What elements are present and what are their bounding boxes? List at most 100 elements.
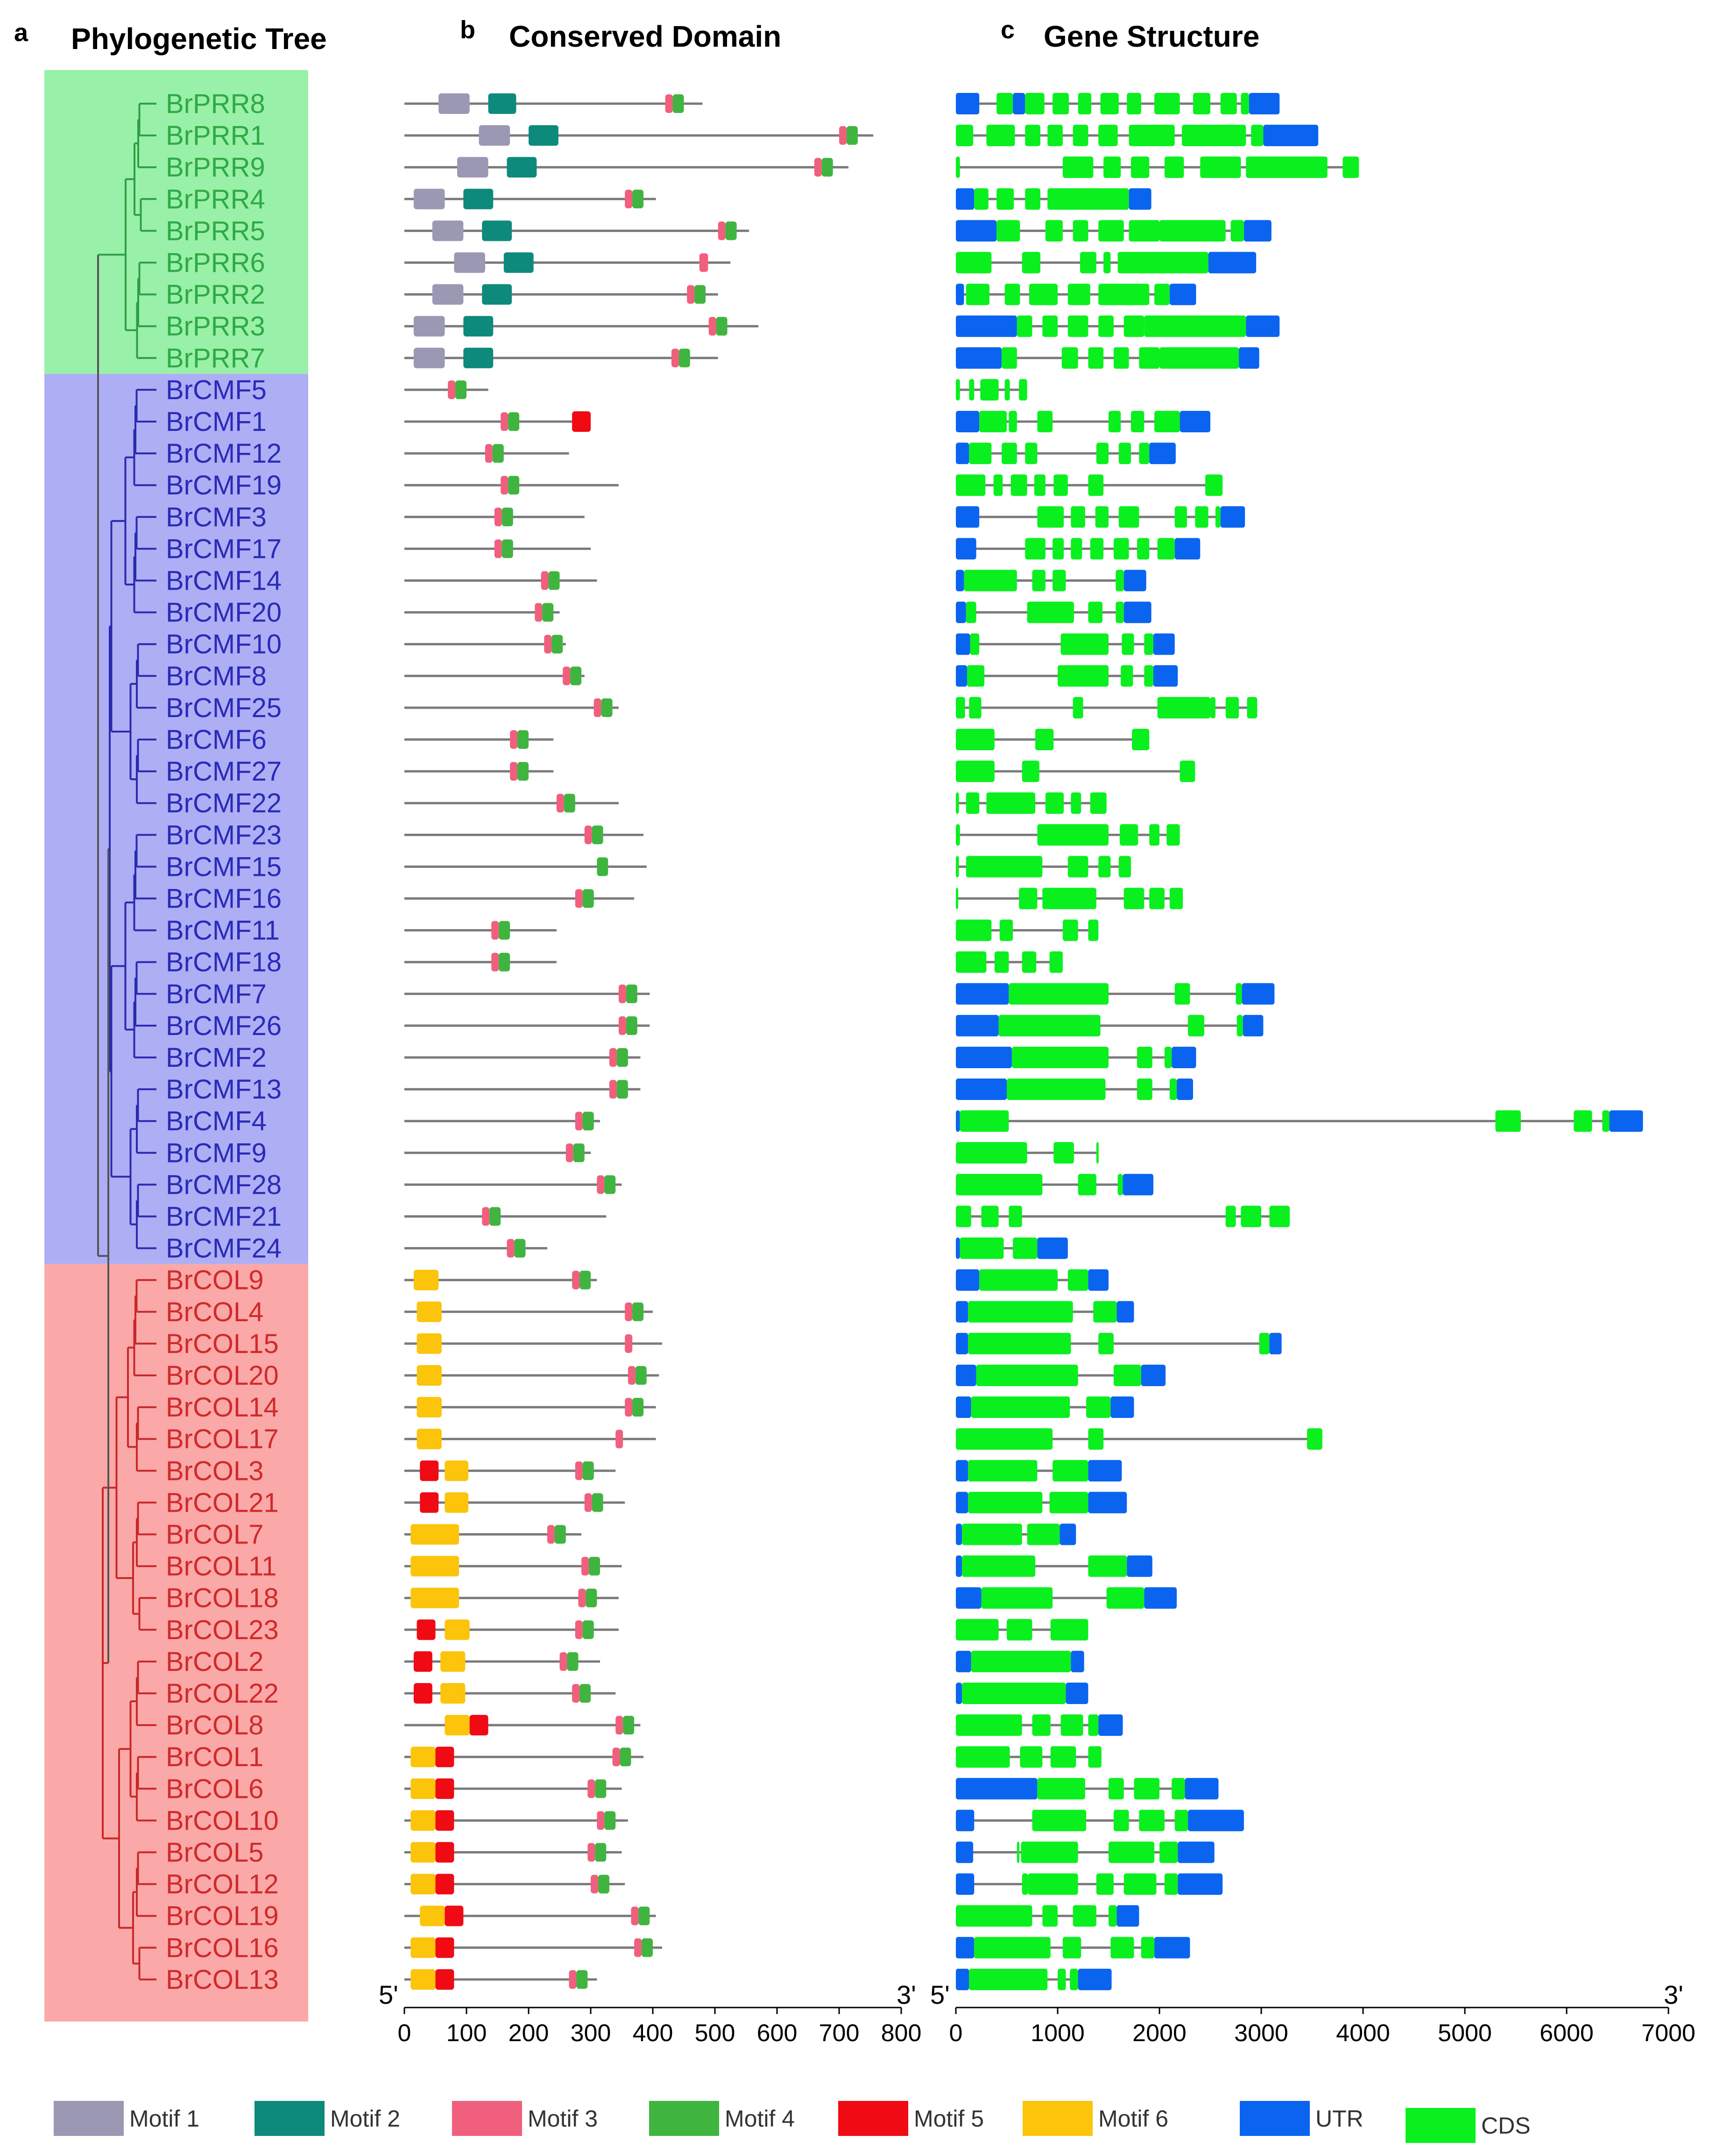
motif-m6 bbox=[410, 1842, 436, 1863]
motif-m4 bbox=[548, 571, 560, 590]
gene-label: BrCMF4 bbox=[166, 1106, 267, 1136]
utr-block bbox=[1178, 1841, 1215, 1863]
motif-m4 bbox=[582, 1620, 594, 1639]
cds-block bbox=[994, 951, 1009, 973]
cds-block bbox=[1174, 506, 1187, 528]
gene-label: BrCOL5 bbox=[166, 1838, 264, 1868]
motif-m3 bbox=[618, 1016, 626, 1035]
cds-block bbox=[1225, 1205, 1236, 1227]
cds-block bbox=[1028, 1873, 1078, 1895]
gene-label: BrCOL16 bbox=[166, 1933, 279, 1963]
cds-block bbox=[1164, 1873, 1178, 1895]
motif-m2 bbox=[503, 252, 534, 273]
cds-block bbox=[969, 443, 992, 465]
motif-m6 bbox=[417, 1397, 442, 1418]
motif-m3 bbox=[575, 1112, 583, 1131]
utr-block bbox=[956, 1555, 962, 1577]
motif-m6 bbox=[410, 1969, 436, 1990]
cds-block bbox=[1037, 411, 1053, 432]
cds-block bbox=[1157, 538, 1175, 560]
motif-m2 bbox=[463, 347, 494, 368]
motif-m1 bbox=[413, 316, 445, 337]
motif-m3 bbox=[581, 1557, 589, 1576]
utr-block bbox=[956, 1015, 999, 1036]
motif-m3 bbox=[547, 1525, 555, 1544]
utr-block bbox=[956, 283, 964, 305]
motif-m4 bbox=[598, 1874, 609, 1894]
motif-m6 bbox=[445, 1460, 468, 1481]
cds-block bbox=[956, 1142, 1027, 1164]
motif-m4 bbox=[508, 476, 520, 495]
cds-block bbox=[1103, 252, 1111, 274]
cds-block bbox=[1157, 697, 1210, 719]
cds-block bbox=[1098, 283, 1150, 305]
utr-block bbox=[956, 1365, 976, 1386]
cds-block bbox=[1078, 93, 1091, 114]
motif-m4 bbox=[604, 1175, 616, 1194]
motif-m3 bbox=[565, 1143, 573, 1163]
motif-m6 bbox=[410, 1556, 459, 1577]
cds-block bbox=[1019, 888, 1038, 909]
utr-block bbox=[1149, 443, 1176, 465]
gene-label: BrCOL2 bbox=[166, 1647, 264, 1677]
motif-m6 bbox=[410, 1778, 436, 1799]
cds-block bbox=[956, 474, 986, 496]
clade-bg-prr bbox=[44, 70, 308, 374]
cds-block bbox=[1049, 951, 1063, 973]
motif-m6 bbox=[445, 1715, 470, 1736]
motif-m6 bbox=[410, 1587, 459, 1608]
motif-m3 bbox=[584, 1493, 592, 1512]
gene-label: BrCMF24 bbox=[166, 1233, 282, 1264]
utr-block bbox=[1116, 1301, 1134, 1323]
motif-m3 bbox=[615, 1716, 623, 1735]
utr-block bbox=[956, 1332, 968, 1354]
cds-block bbox=[1070, 1968, 1078, 1990]
cds-block bbox=[1149, 888, 1165, 909]
domain-tick-label: 600 bbox=[757, 2020, 798, 2047]
utr-block bbox=[956, 601, 966, 623]
cds-block bbox=[979, 411, 1007, 432]
cds-block bbox=[1602, 1110, 1610, 1132]
cds-block bbox=[1137, 1078, 1152, 1100]
utr-block bbox=[956, 1968, 969, 1990]
cds-block bbox=[1116, 601, 1124, 623]
cds-block bbox=[1090, 792, 1107, 814]
utr-block bbox=[956, 633, 970, 655]
gene-label: BrCMF18 bbox=[166, 947, 282, 978]
cds-block bbox=[1009, 411, 1017, 432]
motif-m4 bbox=[502, 507, 513, 527]
cds-block bbox=[1042, 1905, 1058, 1927]
motif-m4 bbox=[638, 1906, 650, 1925]
panel-b-title: Conserved Domain bbox=[509, 20, 781, 53]
motif-m2 bbox=[463, 316, 494, 337]
panel-a-title: Phylogenetic Tree bbox=[71, 22, 327, 56]
cds-block bbox=[956, 1746, 1010, 1768]
gene-label: BrCMF7 bbox=[166, 979, 267, 1009]
cds-block bbox=[956, 125, 974, 147]
cds-block bbox=[956, 156, 960, 178]
motif-m5 bbox=[435, 1842, 454, 1863]
motif-m3 bbox=[541, 571, 549, 590]
cds-block bbox=[1022, 252, 1040, 274]
gene-label: BrCMF26 bbox=[166, 1011, 282, 1041]
legend-label: CDS bbox=[1481, 2113, 1531, 2139]
motif-m4 bbox=[455, 380, 466, 399]
motif-m3 bbox=[491, 921, 499, 940]
utr-block bbox=[1246, 315, 1280, 337]
domain-tick-label: 400 bbox=[633, 2020, 673, 2047]
utr-block bbox=[1078, 1968, 1112, 1990]
utr-block bbox=[956, 347, 1002, 369]
utr-block bbox=[956, 1778, 1038, 1800]
cds-block bbox=[1098, 220, 1124, 242]
cds-block bbox=[971, 1396, 1070, 1418]
gene-label: BrCOL14 bbox=[166, 1392, 279, 1423]
motif-m3 bbox=[618, 984, 626, 1003]
cds-block bbox=[1307, 1428, 1322, 1450]
cds-block bbox=[1241, 1205, 1261, 1227]
utr-block bbox=[1144, 1587, 1177, 1609]
cds-block bbox=[1053, 538, 1064, 560]
cds-block bbox=[1166, 824, 1180, 846]
motif-m4 bbox=[564, 794, 575, 813]
cds-block bbox=[960, 1110, 1009, 1132]
